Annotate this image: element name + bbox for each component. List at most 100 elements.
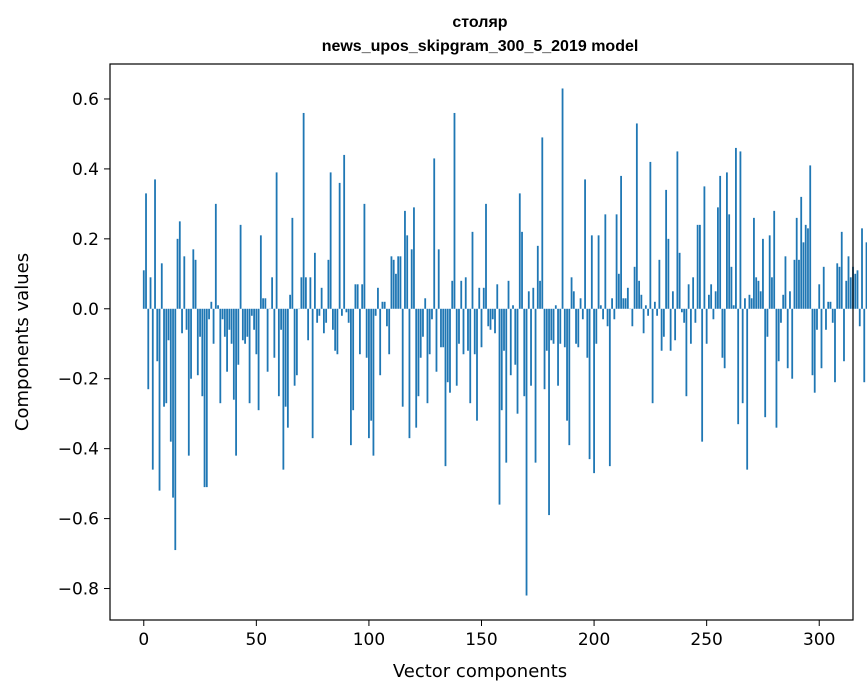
chart-subtitle: news_upos_skipgram_300_5_2019 model [322, 38, 639, 55]
bar-111 [392, 259, 395, 309]
bar-46 [246, 308, 249, 337]
bar-288 [791, 308, 794, 379]
bar-55 [266, 308, 269, 372]
bar-98 [363, 203, 366, 309]
bar-34 [219, 308, 222, 404]
bar-212 [620, 175, 622, 309]
bar-207 [608, 308, 611, 467]
bar-121 [415, 308, 418, 428]
bar-123 [419, 308, 422, 358]
bar-250 [705, 308, 708, 344]
bar-78 [318, 308, 321, 316]
bar-68 [295, 308, 298, 376]
bar-24 [196, 308, 199, 376]
bar-83 [329, 172, 332, 309]
bar-57 [271, 277, 274, 309]
bar-194 [579, 298, 582, 309]
bar-234 [669, 308, 672, 351]
bar-67 [293, 308, 296, 386]
bar-117 [406, 235, 409, 309]
bar-108 [386, 308, 388, 327]
bar-79 [320, 287, 323, 309]
bar-253 [712, 308, 715, 320]
bar-27 [203, 308, 206, 488]
bar-15 [176, 238, 179, 309]
bar-255 [717, 207, 719, 309]
bar-188 [566, 308, 568, 421]
bar-307 [834, 308, 836, 383]
bar-93 [352, 308, 355, 411]
bar-54 [264, 298, 267, 309]
bar-76 [313, 252, 316, 309]
bar-299 [816, 308, 818, 330]
bar-260 [728, 214, 731, 309]
bar-112 [395, 273, 397, 309]
bar-173 [532, 287, 535, 309]
bar-91 [347, 308, 350, 323]
y-axis-label: Components values [12, 253, 33, 431]
bar-105 [379, 308, 382, 376]
bar-191 [572, 291, 575, 309]
bar-254 [714, 291, 717, 309]
bar-205 [604, 214, 607, 309]
bar-312 [845, 280, 848, 309]
bar-20 [187, 308, 190, 456]
bar-32 [214, 203, 217, 309]
bar-129 [433, 158, 436, 309]
bar-17 [181, 308, 183, 334]
bar-265 [739, 151, 742, 309]
bar-13 [172, 308, 174, 498]
bar-44 [241, 308, 244, 341]
bar-169 [523, 308, 526, 397]
bar-149 [478, 287, 481, 309]
bar-240 [683, 308, 686, 323]
y-tick-label: −0.6 [58, 510, 99, 530]
bar-41 [235, 308, 237, 456]
bar-3 [149, 277, 152, 309]
bar-183 [554, 305, 557, 309]
bar-99 [365, 308, 368, 358]
bar-186 [561, 88, 564, 309]
bar-0 [142, 270, 145, 309]
bar-217 [631, 308, 634, 327]
bar-52 [259, 235, 262, 309]
bar-244 [692, 277, 695, 309]
x-tick-label: 0 [138, 630, 149, 650]
bar-292 [800, 196, 803, 309]
bar-210 [615, 214, 618, 309]
bar-22 [192, 249, 195, 309]
bar-202 [597, 235, 600, 309]
bar-226 [651, 308, 654, 404]
bar-283 [780, 308, 782, 323]
bar-25 [199, 308, 201, 337]
bar-184 [557, 308, 559, 386]
bar-318 [858, 308, 861, 327]
y-tick-label: 0.2 [72, 230, 99, 250]
bar-174 [534, 308, 537, 463]
bar-295 [807, 228, 809, 309]
x-tick-label: 300 [803, 630, 835, 650]
bar-165 [514, 308, 517, 365]
bar-4 [151, 308, 154, 470]
bar-282 [777, 308, 780, 362]
bar-242 [687, 284, 690, 309]
bar-42 [237, 308, 240, 365]
bar-187 [563, 308, 566, 348]
bar-50 [255, 308, 258, 355]
y-tick-label: −0.8 [58, 580, 99, 600]
bar-305 [829, 301, 832, 309]
bar-77 [316, 308, 319, 323]
bar-131 [437, 249, 440, 309]
bar-113 [397, 256, 400, 309]
bar-133 [442, 308, 445, 348]
bar-190 [570, 277, 573, 309]
bar-201 [595, 308, 598, 344]
bar-137 [451, 280, 454, 309]
bar-302 [822, 266, 825, 309]
bar-142 [462, 308, 465, 355]
bar-224 [647, 308, 650, 316]
bar-177 [541, 137, 544, 309]
bar-116 [404, 210, 406, 309]
bar-65 [289, 294, 292, 309]
